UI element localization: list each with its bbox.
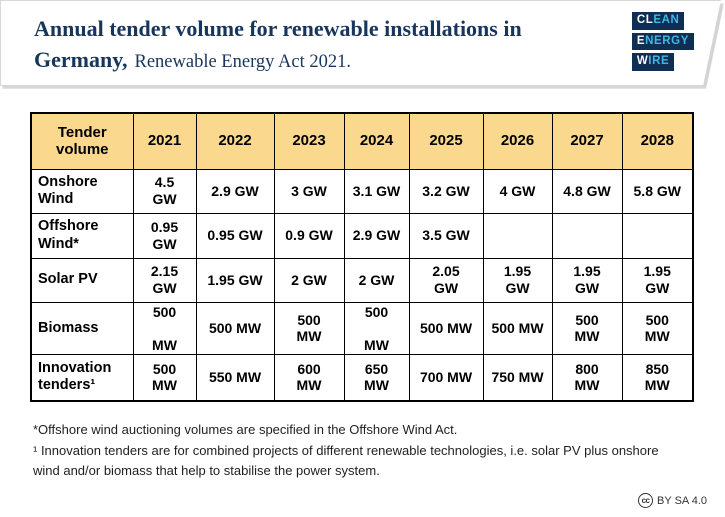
table-cell: 3 GW [273, 168, 345, 214]
table-cell: 500 MW [343, 301, 410, 356]
row-label: Solar PV [30, 257, 134, 303]
cc-icon: cc [638, 493, 654, 508]
table-cell [482, 212, 553, 259]
page-title-main: Annual tender volume for renewable insta… [34, 16, 522, 73]
logo-text-white: E [636, 34, 646, 47]
column-header-2023: 2023 [273, 112, 345, 170]
column-header-2028: 2028 [621, 112, 694, 170]
column-header-2021: 2021 [132, 112, 197, 170]
table-cell: 500 MW [195, 301, 275, 356]
table-cell: 2.9 GW [343, 212, 410, 259]
clean-energy-wire-logo: CLEAN ENERGY WIRE [632, 12, 694, 71]
license-badge: cc BY SA 4.0 [638, 493, 707, 508]
table-cell: 550 MW [195, 354, 275, 402]
table-cell: 5.8 GW [621, 168, 694, 214]
footnote-offshore: *Offshore wind auctioning volumes are sp… [33, 422, 458, 437]
logo-text-blue: EAN [653, 14, 680, 26]
table-cell: 800 MW [551, 354, 623, 402]
table-cell: 2.05 GW [408, 257, 484, 303]
table-cell [551, 212, 623, 259]
table-cell: 4 GW [482, 168, 553, 214]
table-row-biomass: Biomass 500 MW 500 MW 500 MW 500 MW 500 … [30, 301, 694, 356]
table-cell [621, 212, 694, 259]
column-header-2024: 2024 [343, 112, 410, 170]
table-cell: 3.2 GW [408, 168, 484, 214]
table-cell: 500 MW [551, 301, 623, 356]
table-cell: 500 MW [408, 301, 484, 356]
logo-text-blue: NERGY [645, 34, 689, 47]
table-cell: 500 MW [132, 354, 197, 402]
table-cell: 700 MW [408, 354, 484, 402]
table-cell: 3.5 GW [408, 212, 484, 259]
table-cell: 500 MW [621, 301, 694, 356]
table-cell: 650 MW [343, 354, 410, 402]
table-cell: 2.9 GW [195, 168, 275, 214]
table-cell: 4.8 GW [551, 168, 623, 214]
table-cell: 0.9 GW [273, 212, 345, 259]
column-header-2025: 2025 [408, 112, 484, 170]
table-header-row: Tender volume 2021 2022 2023 2024 2025 2… [30, 112, 694, 170]
table-cell: 600 MW [273, 354, 345, 402]
table-cell: 1.95 GW [195, 257, 275, 303]
table-cell: 500 MW [273, 301, 345, 356]
table-row-innovation-tenders: Innovation tenders¹ 500 MW 550 MW 600 MW… [30, 354, 694, 402]
logo-line-energy: ENERGY [632, 33, 694, 51]
footnotes: *Offshore wind auctioning volumes are sp… [33, 420, 685, 482]
row-label: Innovation tenders¹ [30, 354, 134, 402]
row-label: Biomass [30, 301, 134, 356]
logo-line-wire: WIRE [632, 53, 674, 71]
row-label: Onshore Wind [30, 168, 134, 214]
table-row-offshore-wind: Offshore Wind* 0.95 GW 0.95 GW 0.9 GW 2.… [30, 212, 694, 259]
license-label: BY SA 4.0 [657, 494, 707, 507]
page-title: Annual tender volume for renewable insta… [34, 13, 626, 76]
table-cell: 2 GW [273, 257, 345, 303]
row-label: Offshore Wind* [30, 212, 134, 259]
table-cell: 4.5 GW [132, 168, 197, 214]
table-cell: 0.95 GW [195, 212, 275, 259]
column-header-2027: 2027 [551, 112, 623, 170]
table-cell: 2.15 GW [132, 257, 197, 303]
table-cell: 2 GW [343, 257, 410, 303]
header-card: Annual tender volume for renewable insta… [0, 0, 721, 86]
tender-volume-table: Tender volume 2021 2022 2023 2024 2025 2… [30, 112, 694, 402]
table-cell: 500 MW [132, 301, 197, 356]
table-cell: 0.95 GW [132, 212, 197, 259]
column-header-tender-volume: Tender volume [30, 112, 134, 170]
header-banner: Annual tender volume for renewable insta… [0, 0, 725, 88]
logo-text-blue: IRE [648, 55, 670, 68]
column-header-2022: 2022 [195, 112, 275, 170]
table-cell: 850 MW [621, 354, 694, 402]
page-title-subtitle: Renewable Energy Act 2021. [134, 52, 351, 73]
logo-line-clean: CLEAN [632, 12, 685, 30]
logo-text-white: CL [636, 14, 654, 26]
table-row-solar-pv: Solar PV 2.15 GW 1.95 GW 2 GW 2 GW 2.05 … [30, 257, 694, 303]
table-cell: 1.95 GW [482, 257, 553, 303]
table-cell: 1.95 GW [621, 257, 694, 303]
footnote-innovation: ¹ Innovation tenders are for combined pr… [33, 442, 659, 479]
table-cell: 750 MW [482, 354, 553, 402]
logo-text-white: W [636, 55, 649, 68]
table-cell: 3.1 GW [343, 168, 410, 214]
table-row-onshore-wind: Onshore Wind 4.5 GW 2.9 GW 3 GW 3.1 GW 3… [30, 168, 694, 214]
column-header-2026: 2026 [482, 112, 553, 170]
table-cell: 1.95 GW [551, 257, 623, 303]
table-cell: 500 MW [482, 301, 553, 356]
